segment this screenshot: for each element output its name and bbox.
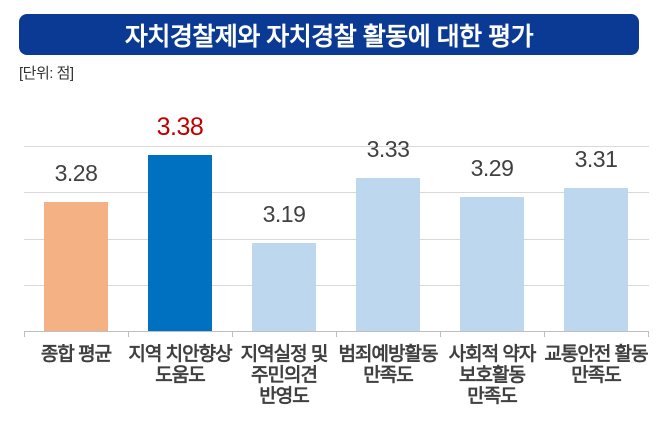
- category-label-4: 범죄예방활동 만족도: [338, 344, 439, 386]
- x-axis-line: [24, 331, 649, 332]
- bar-3: [252, 243, 316, 331]
- x-axis-tick: [128, 332, 129, 337]
- bar-5: [460, 196, 524, 331]
- value-label-4: 3.33: [366, 136, 410, 163]
- unit-label: [단위: 점]: [19, 65, 74, 82]
- gridline: [24, 146, 649, 147]
- bar-6: [564, 187, 628, 331]
- value-label-1: 3.28: [54, 159, 98, 186]
- bar-2: [148, 155, 212, 331]
- gridline: [24, 192, 649, 194]
- gridline: [24, 284, 649, 286]
- x-axis-tick: [24, 332, 25, 337]
- x-axis-tick: [544, 332, 545, 337]
- value-label-6: 3.31: [574, 145, 618, 172]
- x-axis-tick: [648, 332, 649, 337]
- category-label-1: 종합 평균: [40, 344, 112, 365]
- category-label-6: 교통안전 활동 만족도: [544, 344, 648, 386]
- title-banner: 자치경찰제와 자치경찰 활동에 대한 평가: [19, 14, 639, 55]
- x-axis-tick: [440, 332, 441, 337]
- category-label-2: 지역 치안향상 도움도: [128, 344, 232, 386]
- bar-4: [356, 178, 420, 331]
- x-axis-tick: [232, 332, 233, 337]
- bar-1: [44, 201, 108, 331]
- category-label-5: 사회적 약자 보호활동 만족도: [448, 344, 537, 407]
- value-label-3: 3.19: [262, 201, 306, 228]
- gridline: [24, 238, 649, 240]
- value-label-5: 3.29: [470, 154, 514, 181]
- x-axis-tick: [336, 332, 337, 337]
- category-label-3: 지역실정 및 주민의견 반영도: [240, 344, 329, 407]
- chart-title: 자치경찰제와 자치경찰 활동에 대한 평가: [124, 22, 534, 51]
- value-label-2: 3.38: [156, 113, 204, 142]
